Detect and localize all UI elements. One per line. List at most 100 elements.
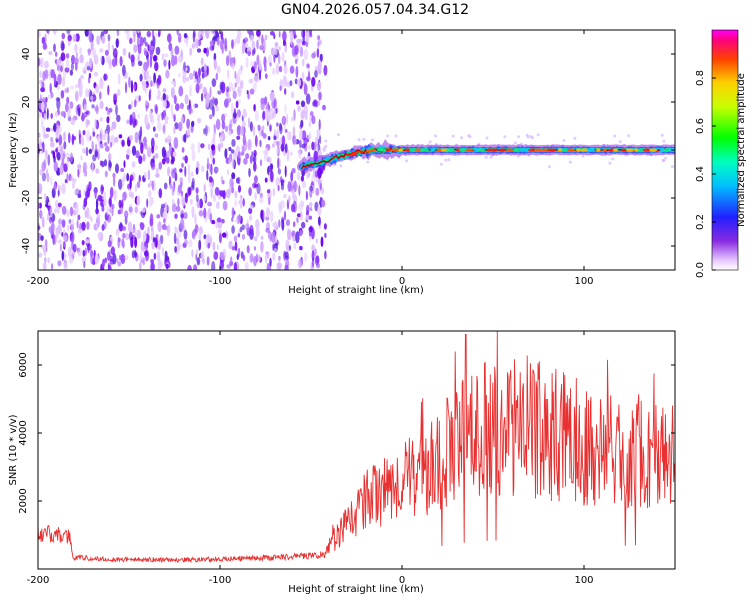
noise-speckle: [63, 261, 68, 270]
noise-speckle: [238, 214, 241, 222]
noise-speckle: [152, 126, 156, 132]
noise-speckle: [299, 139, 302, 149]
noise-speckle: [64, 67, 70, 73]
noise-speckle: [53, 30, 57, 35]
noise-speckle: [206, 157, 210, 169]
noise-speckle: [52, 124, 57, 131]
noise-speckle: [85, 239, 90, 244]
noise-speckle: [308, 120, 312, 128]
noise-speckle: [252, 125, 256, 137]
noise-speckle: [57, 202, 62, 208]
noise-speckle: [84, 209, 88, 218]
noise-speckle: [531, 136, 534, 140]
noise-speckle: [184, 193, 188, 204]
noise-speckle: [294, 137, 297, 145]
noise-speckle: [91, 140, 94, 152]
noise-speckle: [153, 72, 157, 84]
noise-speckle: [134, 99, 137, 108]
signal-blob: [660, 148, 665, 152]
noise-speckle: [86, 65, 91, 71]
noise-speckle: [116, 88, 121, 97]
noise-speckle: [195, 248, 199, 256]
noise-speckle: [61, 219, 66, 228]
noise-speckle: [226, 264, 231, 269]
noise-speckle: [286, 81, 291, 88]
noise-speckle: [249, 121, 253, 132]
noise-speckle: [236, 253, 239, 261]
noise-speckle: [317, 167, 322, 179]
noise-speckle: [200, 143, 205, 149]
noise-speckle: [38, 202, 42, 209]
noise-speckle: [95, 198, 99, 211]
noise-speckle: [110, 126, 114, 132]
noise-speckle: [320, 186, 325, 195]
noise-speckle: [133, 83, 136, 91]
noise-speckle: [219, 134, 223, 143]
noise-speckle: [155, 55, 158, 62]
noise-speckle: [60, 145, 64, 156]
noise-speckle: [201, 165, 205, 173]
noise-speckle: [101, 205, 105, 212]
noise-speckle: [163, 218, 166, 224]
noise-speckle: [124, 73, 128, 80]
noise-speckle: [118, 178, 123, 190]
noise-speckle: [322, 146, 327, 152]
noise-speckle: [268, 54, 272, 65]
noise-speckle: [144, 250, 149, 257]
noise-speckle: [162, 88, 167, 93]
noise-speckle: [149, 108, 153, 120]
noise-speckle: [43, 192, 47, 201]
noise-speckle: [112, 48, 118, 59]
noise-speckle: [46, 107, 49, 120]
noise-speckle: [163, 59, 167, 67]
noise-speckle: [308, 144, 311, 150]
noise-speckle: [257, 254, 261, 263]
noise-speckle: [627, 134, 631, 138]
noise-speckle: [278, 46, 281, 51]
noise-speckle: [164, 150, 167, 162]
noise-speckle: [74, 90, 79, 102]
noise-speckle: [213, 59, 217, 70]
noise-speckle: [212, 35, 217, 41]
noise-speckle: [142, 80, 147, 92]
noise-speckle: [203, 184, 206, 192]
noise-speckle: [248, 187, 252, 196]
noise-speckle: [251, 49, 255, 56]
signal-blob: [506, 148, 514, 152]
noise-speckle: [272, 252, 276, 261]
noise-speckle: [239, 126, 245, 137]
noise-speckle: [41, 216, 45, 228]
noise-speckle: [103, 159, 108, 167]
noise-speckle: [121, 176, 125, 188]
noise-speckle: [155, 104, 158, 115]
noise-speckle: [86, 110, 91, 116]
noise-speckle: [164, 119, 168, 125]
noise-speckle: [62, 235, 68, 242]
noise-speckle: [611, 157, 615, 161]
noise-speckle: [231, 225, 235, 234]
noise-speckle: [61, 32, 66, 40]
noise-speckle: [66, 158, 70, 168]
noise-speckle: [362, 137, 366, 141]
noise-speckle: [41, 101, 45, 113]
noise-speckle: [89, 57, 93, 69]
noise-speckle: [286, 149, 290, 162]
noise-speckle: [317, 100, 321, 106]
spectrogram-y-tick-label: -40: [21, 238, 32, 254]
noise-speckle: [195, 193, 199, 202]
noise-speckle: [266, 189, 271, 194]
noise-speckle: [94, 187, 97, 199]
noise-speckle: [146, 70, 149, 78]
noise-speckle: [154, 61, 159, 72]
snr-x-tick-label: 100: [574, 575, 593, 586]
spectrogram-x-tick-label: -100: [209, 276, 232, 287]
noise-speckle: [284, 143, 288, 154]
noise-speckle: [177, 184, 182, 194]
noise-speckle: [221, 218, 225, 224]
noise-speckle: [138, 155, 143, 165]
noise-speckle: [278, 31, 281, 38]
noise-speckle: [316, 81, 322, 91]
noise-speckle: [283, 64, 288, 75]
noise-speckle: [247, 30, 252, 35]
noise-speckle: [200, 57, 204, 66]
